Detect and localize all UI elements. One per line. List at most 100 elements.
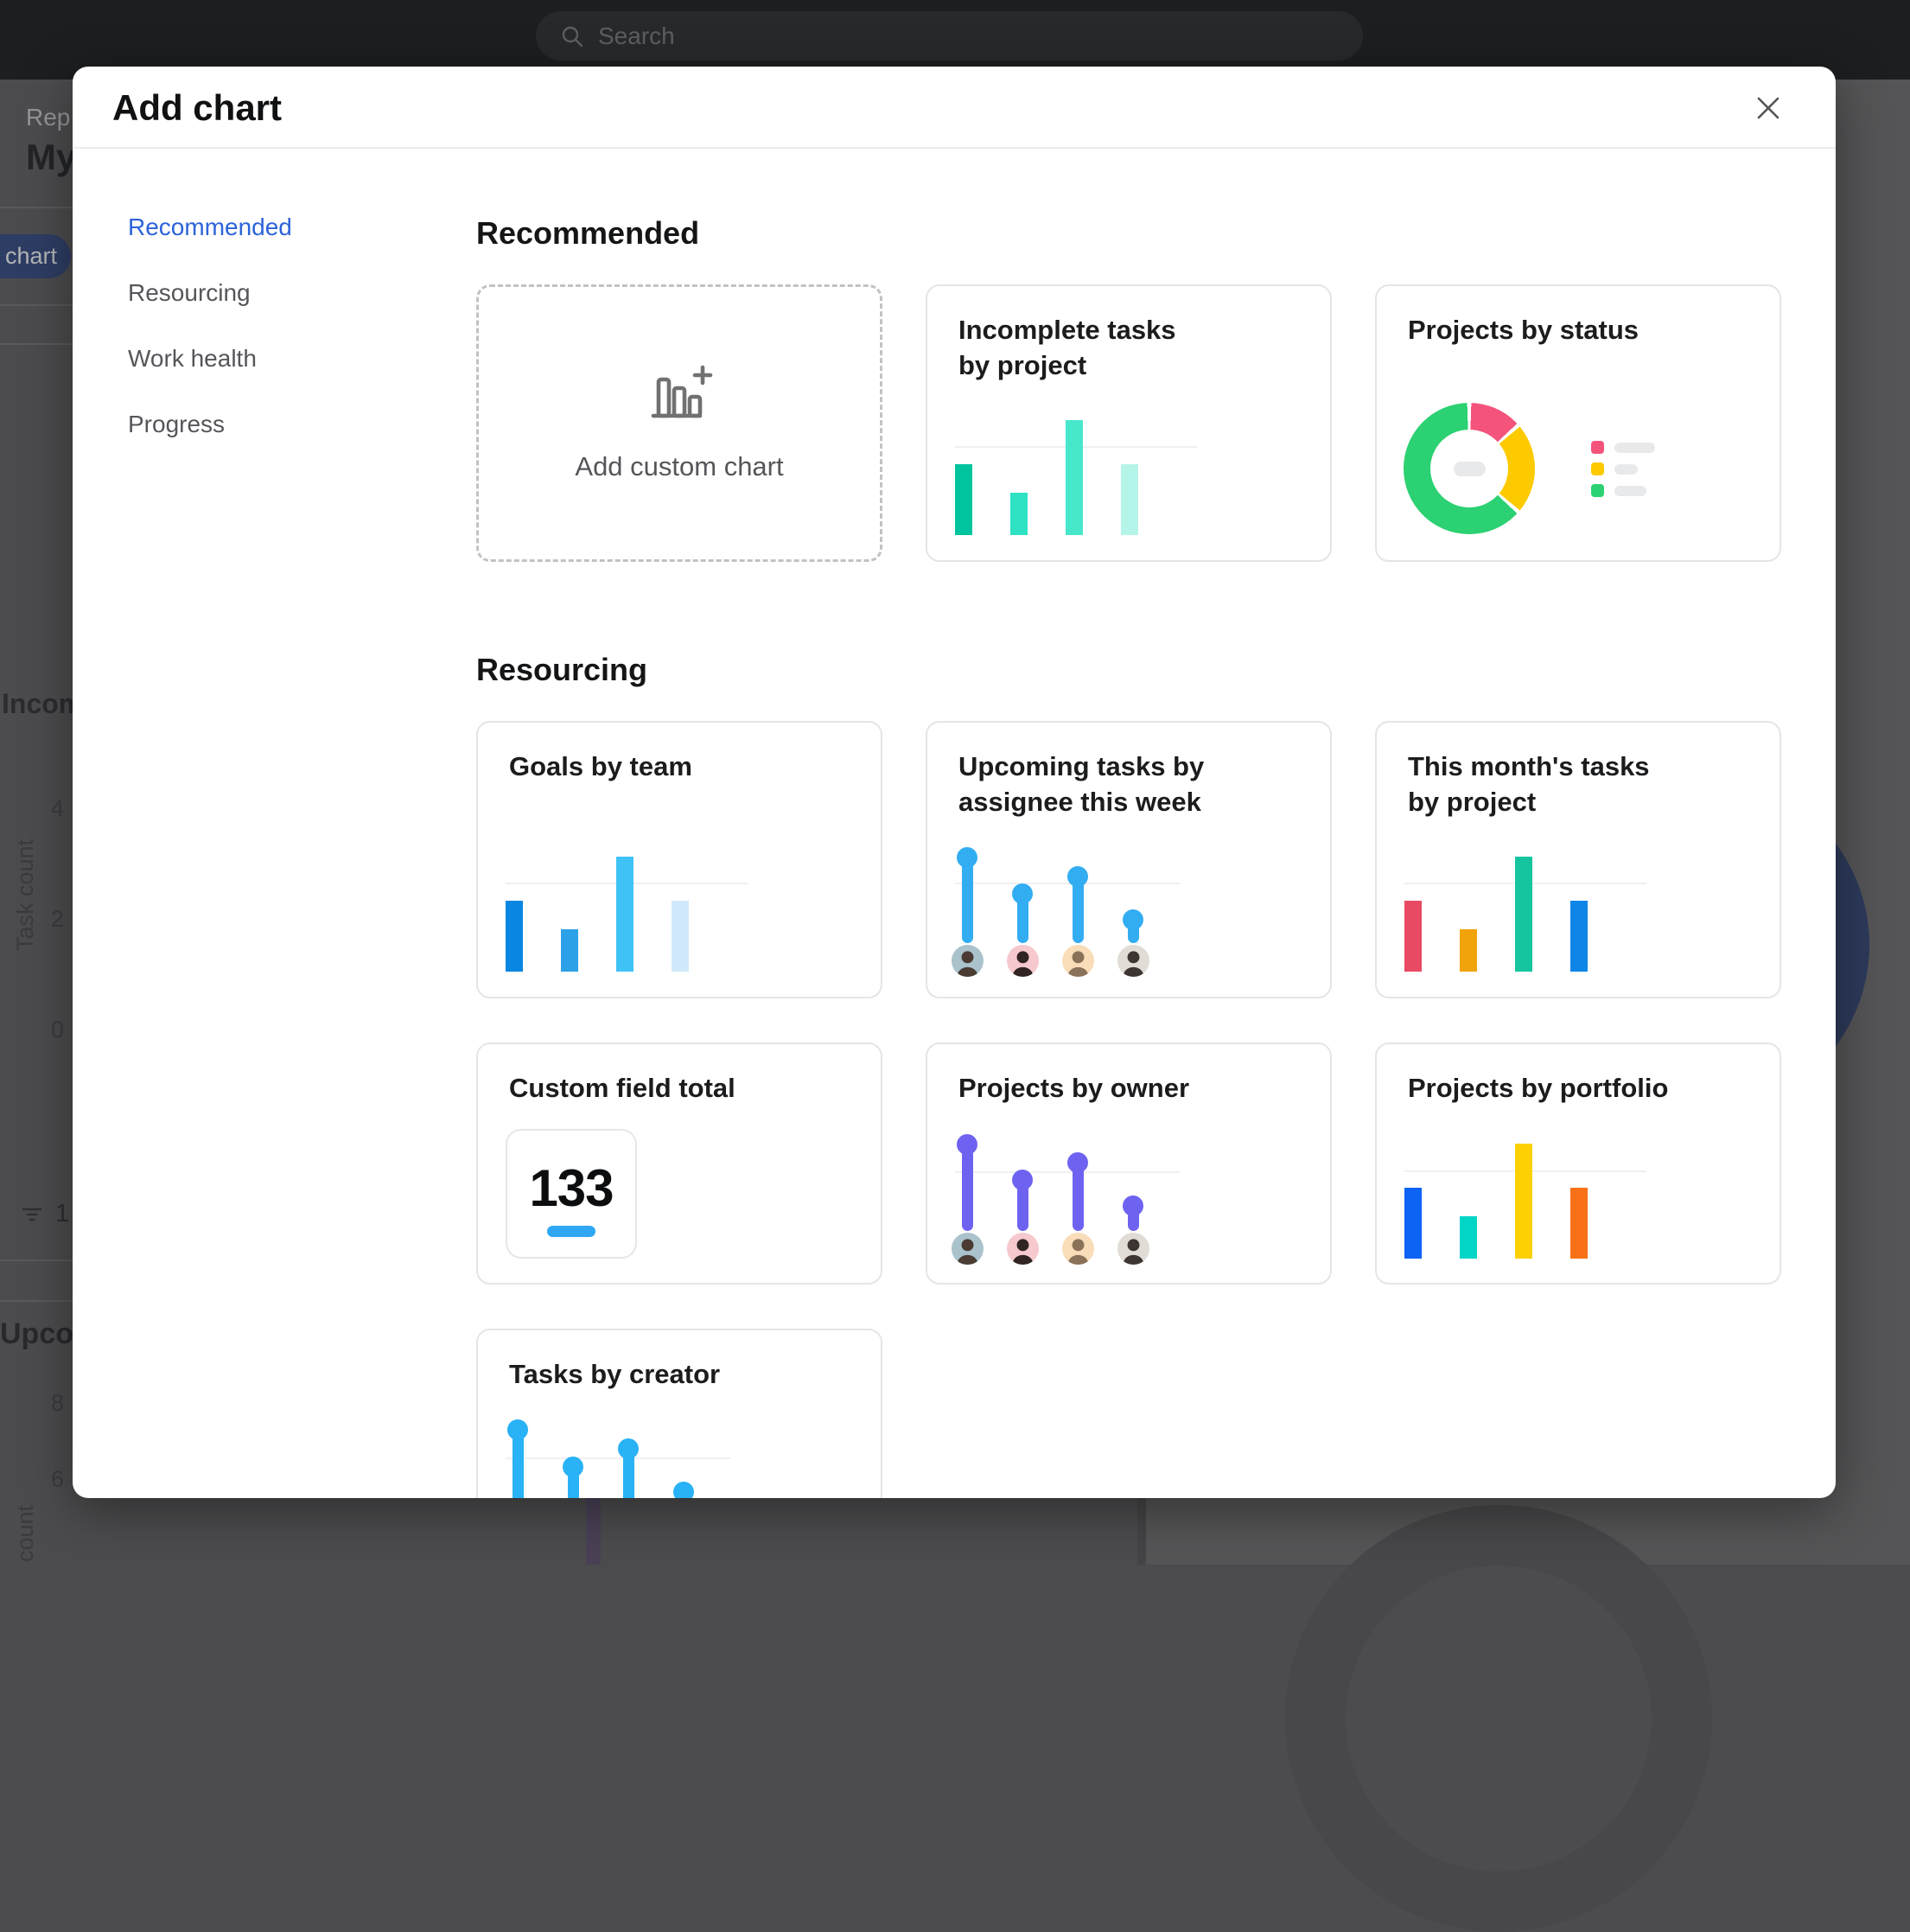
bar [955, 464, 972, 535]
lollipop-stem [1016, 1180, 1028, 1231]
breadcrumb: Rep [26, 104, 71, 131]
modal-sidebar: Recommended Resourcing Work health Progress [128, 214, 292, 437]
chart-gridline [955, 883, 1180, 884]
add-custom-chart-card[interactable]: Add custom chart [476, 284, 882, 562]
donut-mini-chart [1377, 286, 1779, 560]
card-grid: Add custom chart Incomplete tasks by proje… [476, 284, 1783, 562]
close-icon[interactable] [1751, 91, 1786, 125]
card-title: Projects by owner [958, 1073, 1190, 1103]
bar [1515, 857, 1532, 972]
filter-icon [22, 1208, 42, 1221]
chart-card-goals-by-team[interactable]: Goals by team [476, 721, 882, 998]
add-chart-modal: Add chart Recommended Resourcing Work heal… [73, 67, 1836, 1498]
legend-row [1591, 484, 1655, 497]
y-axis-tick: 4 [50, 795, 64, 821]
sidebar-item-recommended[interactable]: Recommended [128, 214, 292, 240]
chart-card-custom-field-total[interactable]: Custom field total 133 [476, 1043, 882, 1285]
legend-row [1591, 441, 1655, 454]
modal-header: Add chart [73, 67, 1836, 149]
card-title: Incomplete tasks by project [958, 315, 1176, 380]
avatar-man-dark-hair [951, 1233, 984, 1265]
card-title: Tasks by creator [509, 1359, 721, 1389]
card-title: This month's tasks by project [1408, 751, 1650, 817]
lollipop-head [1067, 866, 1088, 887]
chart-card-incomplete-tasks-by-project[interactable]: Incomplete tasks by project [926, 284, 1332, 562]
avatar-woman-beige [1117, 1233, 1149, 1265]
chart-card-this-month-s-tasks-by-project[interactable]: This month's tasks by project [1375, 721, 1781, 998]
legend-label-placeholder [1614, 463, 1638, 475]
avatar-woman-dark-hair [1006, 1233, 1039, 1265]
card-title: Goals by team [509, 751, 692, 781]
y-axis-tick: 8 [50, 1390, 64, 1416]
section-heading-recommended: Recommended [476, 215, 700, 251]
donut-legend [1591, 441, 1655, 506]
bars-mini-chart [478, 723, 881, 997]
card-title: Upcoming tasks by assignee this week [958, 751, 1205, 817]
modal-title: Add chart [112, 87, 283, 128]
sidebar-item-work-health[interactable]: Work health [128, 345, 257, 372]
divider [0, 207, 73, 208]
bars-mini-chart [1377, 723, 1779, 997]
background-chart-title: Incom [2, 688, 84, 719]
add-chart-button-background: chart [0, 234, 71, 278]
bar [1066, 420, 1083, 535]
chart-card-projects-by-owner[interactable]: Projects by owner [926, 1043, 1332, 1285]
lollipop-head [1123, 909, 1143, 930]
lollipop-head [957, 847, 977, 868]
lollipop-head [563, 1457, 583, 1477]
divider [0, 343, 73, 345]
lollipop-mini-chart [927, 1044, 1330, 1283]
chart-button-label: chart [4, 243, 57, 269]
legend-swatch-segment-green [1591, 484, 1604, 497]
y-axis-label: Task count [12, 838, 38, 951]
number-widget: 133 [506, 1129, 637, 1259]
y-axis-tick: 6 [50, 1466, 64, 1492]
y-axis-tick: 0 [50, 1017, 64, 1043]
legend-label-placeholder [1614, 485, 1646, 496]
bars-mini-chart [927, 286, 1330, 560]
search-placeholder: Search [598, 22, 675, 49]
divider [0, 1259, 73, 1261]
add-custom-chart-label: Add custom chart [575, 451, 784, 481]
chart-card-upcoming-tasks-by-assignee-this-week[interactable]: Upcoming tasks by assignee this week [926, 721, 1332, 998]
search-input[interactable]: Search [536, 11, 1363, 61]
number-underline [547, 1226, 595, 1237]
chart-card-projects-by-portfolio[interactable]: Projects by portfolio [1375, 1043, 1781, 1285]
top-nav-bar: Search [0, 0, 1910, 80]
divider [0, 304, 73, 306]
sidebar-item-progress[interactable]: Progress [128, 411, 226, 437]
donut-chart [1404, 403, 1535, 534]
sidebar-item-resourcing[interactable]: Resourcing [128, 279, 251, 306]
lollipop-head [1012, 883, 1033, 904]
custom-field-value: 133 [529, 1159, 614, 1217]
donut-center-pill [1454, 462, 1486, 476]
card-grid: Goals by team Upcoming tasks by assignee t… [476, 721, 1783, 1498]
lollipop-stem [1072, 877, 1084, 943]
chart-card-tasks-by-creator[interactable]: Tasks by creator [476, 1329, 882, 1498]
lollipop-head [1067, 1152, 1088, 1173]
bar [672, 901, 689, 972]
background-donut-chart [1285, 1505, 1712, 1932]
search-icon [562, 26, 583, 47]
number-mini-chart: 133 [478, 1044, 881, 1283]
avatar-man-dark-hair [951, 945, 984, 977]
lollipop-mini-chart [478, 1330, 881, 1498]
lollipop-head [673, 1482, 694, 1498]
bar [616, 857, 633, 972]
modal-body: Recommended Resourcing Work health Progress… [73, 150, 1836, 1498]
bar [1515, 1144, 1532, 1259]
bar [561, 929, 578, 972]
chart-card-projects-by-status[interactable]: Projects by status [1375, 284, 1781, 562]
chart-gridline [955, 1171, 1180, 1173]
bar [506, 901, 523, 972]
lollipop-head [618, 1438, 639, 1459]
lollipop-stem [961, 858, 973, 943]
bar [1460, 1216, 1477, 1259]
page-title: My [26, 137, 77, 177]
lollipop-mini-chart [927, 723, 1330, 997]
lollipop-stem [1016, 894, 1028, 943]
bar [1460, 929, 1477, 972]
y-axis-tick: 2 [50, 906, 64, 932]
modal-content: Recommended Add custom chart Incomplete ta… [476, 150, 1783, 1498]
bar [1404, 1188, 1422, 1259]
